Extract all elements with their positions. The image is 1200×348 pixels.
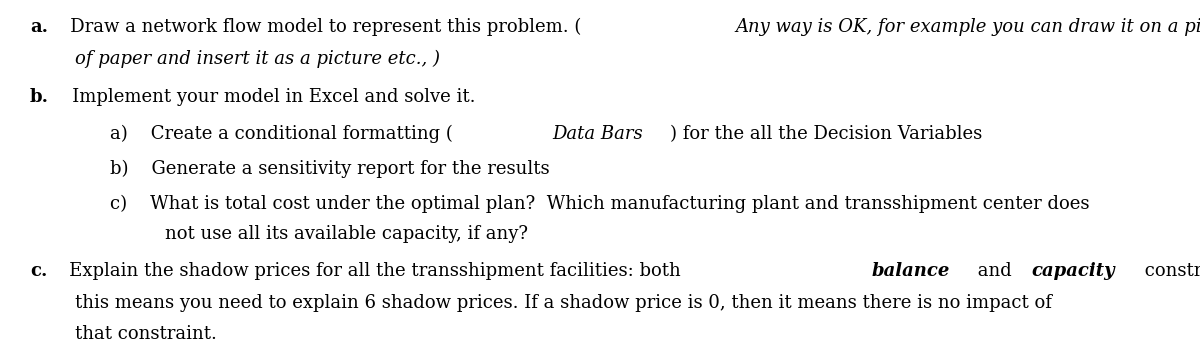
Text: c)    What is total cost under the optimal plan?  Which manufacturing plant and : c) What is total cost under the optimal … (110, 195, 1090, 213)
Text: Data Bars: Data Bars (552, 125, 643, 143)
Text: Any way is OK, for example you can draw it on a piece: Any way is OK, for example you can draw … (734, 18, 1200, 36)
Text: b.: b. (30, 88, 49, 106)
Text: c.: c. (30, 262, 47, 280)
Text: constraints.: constraints. (1139, 262, 1200, 280)
Text: capacity: capacity (1031, 262, 1115, 280)
Text: b)    Generate a sensitivity report for the results: b) Generate a sensitivity report for the… (110, 160, 550, 178)
Text: and: and (972, 262, 1018, 280)
Text: ) for the all the Decision Variables: ) for the all the Decision Variables (670, 125, 982, 143)
Text: a.: a. (30, 18, 48, 36)
Text: of paper and insert it as a picture etc., ): of paper and insert it as a picture etc.… (74, 50, 440, 68)
Text: this means you need to explain 6 shadow prices. If a shadow price is 0, then it : this means you need to explain 6 shadow … (74, 294, 1052, 312)
Text: not use all its available capacity, if any?: not use all its available capacity, if a… (166, 225, 528, 243)
Text: Implement your model in Excel and solve it.: Implement your model in Excel and solve … (54, 88, 475, 106)
Text: that constraint.: that constraint. (74, 325, 217, 343)
Text: a)    Create a conditional formatting (: a) Create a conditional formatting ( (110, 125, 452, 143)
Text: balance: balance (871, 262, 949, 280)
Text: Draw a network flow model to represent this problem. (: Draw a network flow model to represent t… (53, 18, 582, 36)
Text: Explain the shadow prices for all the transshipment facilities: both: Explain the shadow prices for all the tr… (53, 262, 686, 280)
